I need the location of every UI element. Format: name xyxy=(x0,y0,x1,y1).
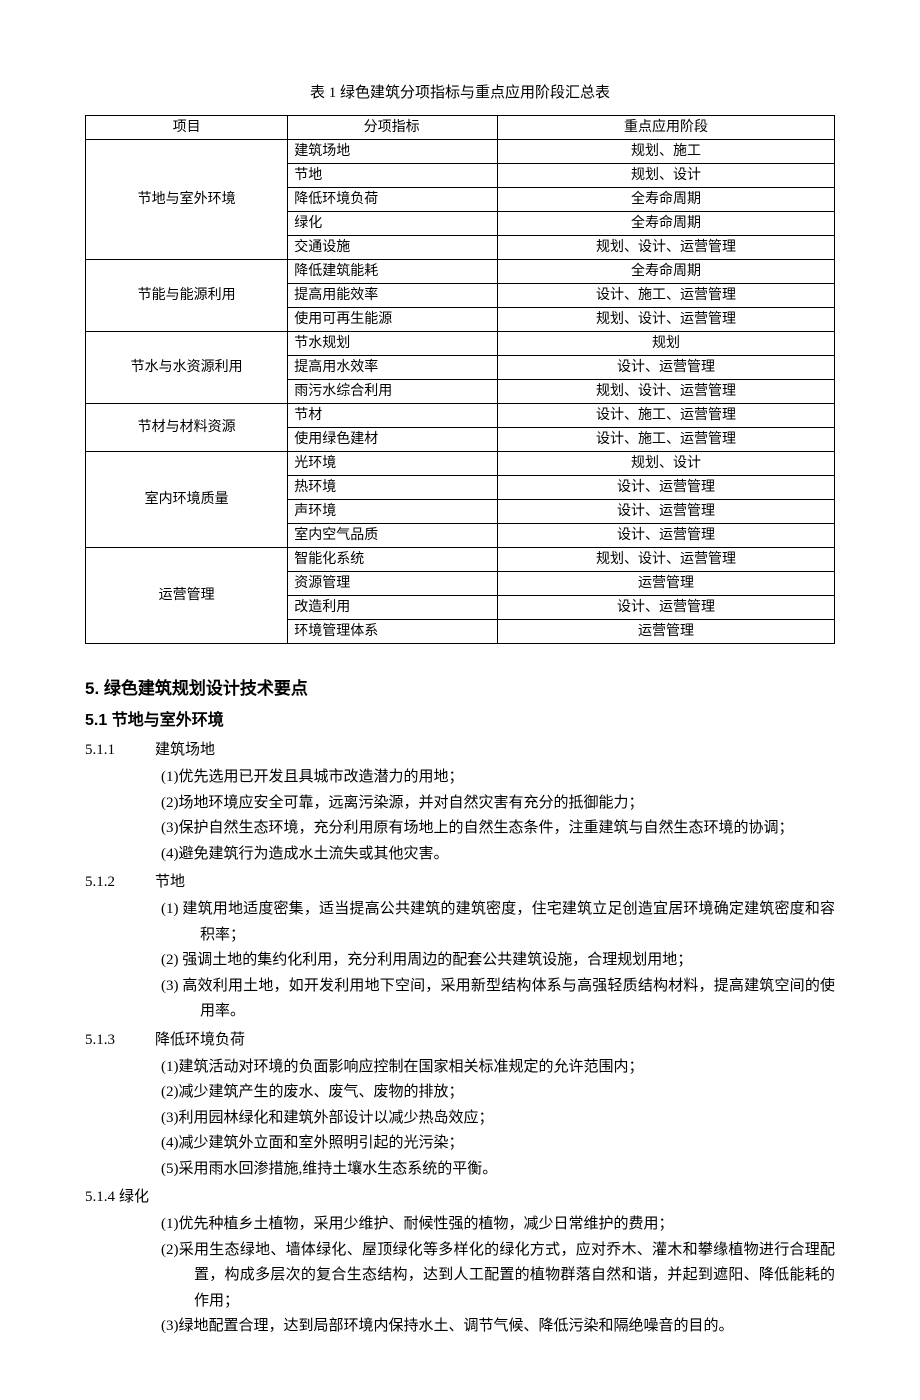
list-item: (3)利用园林绿化和建筑外部设计以减少热岛效应； xyxy=(161,1106,835,1132)
table-cell-indicator: 智能化系统 xyxy=(288,548,498,572)
table-row: 节水与水资源利用节水规划规划 xyxy=(86,332,835,356)
table-cell-indicator: 资源管理 xyxy=(288,572,498,596)
table-cell-phase: 规划 xyxy=(497,332,834,356)
table-cell-project: 节能与能源利用 xyxy=(86,260,288,332)
section-num: 5.1.2 xyxy=(85,869,155,896)
section-num: 5.1.1 xyxy=(85,737,155,764)
table-cell-indicator: 交通设施 xyxy=(288,236,498,260)
table-cell-indicator: 使用可再生能源 xyxy=(288,308,498,332)
table-cell-indicator: 节材 xyxy=(288,404,498,428)
list-item: (3)保护自然生态环境，充分利用原有场地上的自然生态条件，注重建筑与自然生态环境… xyxy=(161,816,835,842)
list-item: (2)场地环境应安全可靠，远离污染源，并对自然灾害有充分的抵御能力； xyxy=(161,791,835,817)
section-5-1-4-list: (1)优先种植乡土植物，采用少维护、耐候性强的植物，减少日常维护的费用； (2)… xyxy=(161,1212,835,1340)
table-cell-phase: 规划、设计 xyxy=(497,164,834,188)
section-5-1-4-heading: 5.1.4绿化 xyxy=(85,1184,835,1211)
list-item: (4)减少建筑外立面和室外照明引起的光污染； xyxy=(161,1131,835,1157)
table-cell-indicator: 节地 xyxy=(288,164,498,188)
section-5-1-3-heading: 5.1.3降低环境负荷 xyxy=(85,1027,835,1054)
table-cell-phase: 设计、运营管理 xyxy=(497,476,834,500)
section5-title: 5. 绿色建筑规划设计技术要点 xyxy=(85,674,835,705)
section-5-1-1-heading: 5.1.1建筑场地 xyxy=(85,737,835,764)
table-cell-indicator: 改造利用 xyxy=(288,596,498,620)
list-item: (2) 强调土地的集约化利用，充分利用周边的配套公共建筑设施，合理规划用地； xyxy=(161,948,835,974)
section-name: 绿化 xyxy=(119,1189,149,1205)
table-row: 节材与材料资源节材设计、施工、运营管理 xyxy=(86,404,835,428)
table-cell-phase: 设计、运营管理 xyxy=(497,596,834,620)
table-cell-phase: 规划、设计、运营管理 xyxy=(497,308,834,332)
section-num: 5.1.3 xyxy=(85,1027,155,1054)
table-cell-indicator: 建筑场地 xyxy=(288,140,498,164)
table-cell-indicator: 声环境 xyxy=(288,500,498,524)
table-cell-indicator: 降低环境负荷 xyxy=(288,188,498,212)
table-cell-phase: 设计、施工、运营管理 xyxy=(497,284,834,308)
table-cell-project: 节材与材料资源 xyxy=(86,404,288,452)
table-cell-indicator: 环境管理体系 xyxy=(288,620,498,644)
table-cell-phase: 全寿命周期 xyxy=(497,188,834,212)
list-item: (4)避免建筑行为造成水土流失或其他灾害。 xyxy=(161,842,835,868)
table-cell-project: 节地与室外环境 xyxy=(86,140,288,260)
table-header-project: 项目 xyxy=(86,116,288,140)
table-cell-phase: 运营管理 xyxy=(497,572,834,596)
table-cell-project: 运营管理 xyxy=(86,548,288,644)
table-cell-phase: 全寿命周期 xyxy=(497,260,834,284)
table-cell-indicator: 室内空气品质 xyxy=(288,524,498,548)
table-cell-phase: 规划、设计、运营管理 xyxy=(497,380,834,404)
table-cell-phase: 规划、设计、运营管理 xyxy=(497,236,834,260)
table-cell-phase: 设计、运营管理 xyxy=(497,356,834,380)
table-header-indicator: 分项指标 xyxy=(288,116,498,140)
list-item: (1)优先选用已开发且具城市改造潜力的用地； xyxy=(161,765,835,791)
table-cell-phase: 规划、施工 xyxy=(497,140,834,164)
table-cell-indicator: 提高用水效率 xyxy=(288,356,498,380)
table-cell-phase: 设计、施工、运营管理 xyxy=(497,428,834,452)
section-5-1-1-list: (1)优先选用已开发且具城市改造潜力的用地； (2)场地环境应安全可靠，远离污染… xyxy=(161,765,835,867)
table-cell-indicator: 降低建筑能耗 xyxy=(288,260,498,284)
table-cell-phase: 规划、设计、运营管理 xyxy=(497,548,834,572)
section-name: 节地 xyxy=(155,874,185,890)
list-item: (1) 建筑用地适度密集，适当提高公共建筑的建筑密度，住宅建筑立足创造宜居环境确… xyxy=(161,897,835,948)
table-row: 节地与室外环境建筑场地规划、施工 xyxy=(86,140,835,164)
section-5-1-2-list: (1) 建筑用地适度密集，适当提高公共建筑的建筑密度，住宅建筑立足创造宜居环境确… xyxy=(161,897,835,1025)
list-item: (2)减少建筑产生的废水、废气、废物的排放； xyxy=(161,1080,835,1106)
table-row: 室内环境质量光环境规划、设计 xyxy=(86,452,835,476)
table-row: 运营管理智能化系统规划、设计、运营管理 xyxy=(86,548,835,572)
table-title: 表 1 绿色建筑分项指标与重点应用阶段汇总表 xyxy=(85,80,835,107)
section-name: 降低环境负荷 xyxy=(155,1032,245,1048)
table-cell-indicator: 绿化 xyxy=(288,212,498,236)
table-cell-project: 节水与水资源利用 xyxy=(86,332,288,404)
section-5-1-2-heading: 5.1.2节地 xyxy=(85,869,835,896)
table-cell-indicator: 雨污水综合利用 xyxy=(288,380,498,404)
table-cell-phase: 全寿命周期 xyxy=(497,212,834,236)
table-cell-indicator: 提高用能效率 xyxy=(288,284,498,308)
section-name: 建筑场地 xyxy=(155,742,215,758)
table-header-phase: 重点应用阶段 xyxy=(497,116,834,140)
list-item: (3) 高效利用土地，如开发利用地下空间，采用新型结构体系与高强轻质结构材料，提… xyxy=(161,974,835,1025)
table-cell-phase: 运营管理 xyxy=(497,620,834,644)
table-cell-indicator: 热环境 xyxy=(288,476,498,500)
list-item: (2)采用生态绿地、墙体绿化、屋顶绿化等多样化的绿化方式，应对乔木、灌木和攀缘植… xyxy=(161,1238,835,1315)
table-cell-phase: 设计、运营管理 xyxy=(497,500,834,524)
list-item: (5)采用雨水回渗措施,维持土壤水生态系统的平衡。 xyxy=(161,1157,835,1183)
section-num: 5.1.4 xyxy=(85,1184,115,1211)
list-item: (1)建筑活动对环境的负面影响应控制在国家相关标准规定的允许范围内； xyxy=(161,1055,835,1081)
table-cell-phase: 设计、施工、运营管理 xyxy=(497,404,834,428)
table-cell-indicator: 节水规划 xyxy=(288,332,498,356)
table-cell-project: 室内环境质量 xyxy=(86,452,288,548)
list-item: (1)优先种植乡土植物，采用少维护、耐候性强的植物，减少日常维护的费用； xyxy=(161,1212,835,1238)
table-cell-indicator: 光环境 xyxy=(288,452,498,476)
list-item: (3)绿地配置合理，达到局部环境内保持水土、调节气候、降低污染和隔绝噪音的目的。 xyxy=(161,1314,835,1340)
table-cell-phase: 设计、运营管理 xyxy=(497,524,834,548)
table-cell-phase: 规划、设计 xyxy=(497,452,834,476)
table-row: 节能与能源利用降低建筑能耗全寿命周期 xyxy=(86,260,835,284)
section5-1-title: 5.1 节地与室外环境 xyxy=(85,707,835,736)
summary-table: 项目 分项指标 重点应用阶段 节地与室外环境建筑场地规划、施工节地规划、设计降低… xyxy=(85,115,835,644)
section-5-1-3-list: (1)建筑活动对环境的负面影响应控制在国家相关标准规定的允许范围内； (2)减少… xyxy=(161,1055,835,1183)
table-cell-indicator: 使用绿色建材 xyxy=(288,428,498,452)
